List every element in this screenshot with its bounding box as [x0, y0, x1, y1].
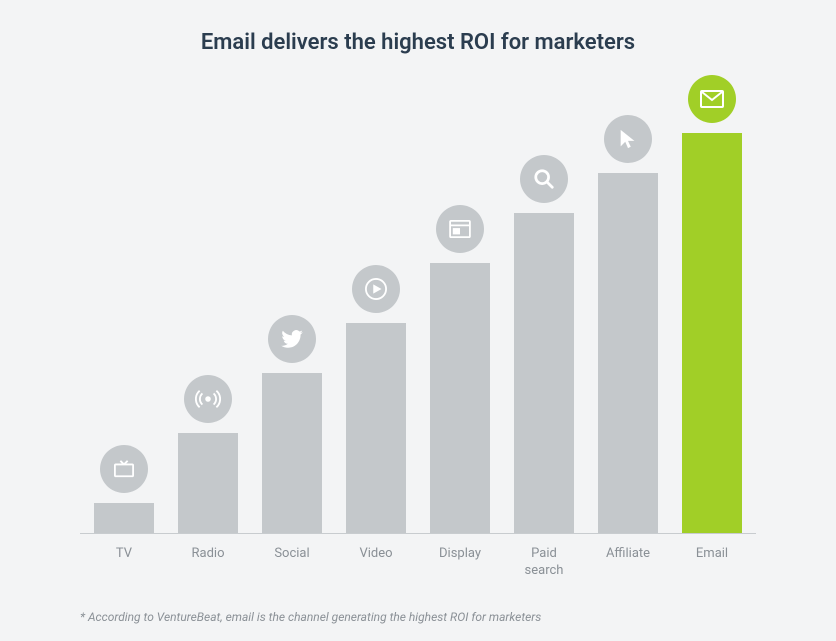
bar-column	[682, 75, 742, 533]
bar-column	[346, 265, 406, 533]
bar-column	[430, 205, 490, 533]
twitter-icon	[268, 315, 316, 363]
x-axis-label: Video	[346, 546, 406, 580]
x-axis-label: Email	[682, 546, 742, 580]
bar	[262, 373, 322, 533]
broadcast-icon	[184, 375, 232, 423]
chart-title: Email delivers the highest ROI for marke…	[60, 30, 776, 55]
play-icon	[352, 265, 400, 313]
bar	[598, 173, 658, 533]
x-axis-label: TV	[94, 546, 154, 580]
chart-container: Email delivers the highest ROI for marke…	[0, 0, 836, 641]
bar-column	[598, 115, 658, 533]
bar-column	[178, 375, 238, 533]
bar-column	[262, 315, 322, 533]
bar	[514, 213, 574, 533]
x-axis-label: Paid search	[514, 546, 574, 580]
x-axis-label: Display	[430, 546, 490, 580]
chart-footnote: * According to VentureBeat, email is the…	[80, 610, 776, 624]
bar-column	[94, 445, 154, 533]
x-axis-label: Affiliate	[598, 546, 658, 580]
x-axis-label: Radio	[178, 546, 238, 580]
bar	[178, 433, 238, 533]
bar	[346, 323, 406, 533]
x-axis-label: Social	[262, 546, 322, 580]
mail-icon	[688, 75, 736, 123]
bar-column	[514, 155, 574, 533]
cursor-icon	[604, 115, 652, 163]
tv-icon	[100, 445, 148, 493]
search-icon	[520, 155, 568, 203]
bar	[94, 503, 154, 533]
x-axis-labels: TV Radio Social Video Display Paid search Affi…	[80, 546, 756, 580]
chart-bars-area	[80, 75, 756, 534]
browser-icon	[436, 205, 484, 253]
bar	[682, 133, 742, 533]
bar	[430, 263, 490, 533]
